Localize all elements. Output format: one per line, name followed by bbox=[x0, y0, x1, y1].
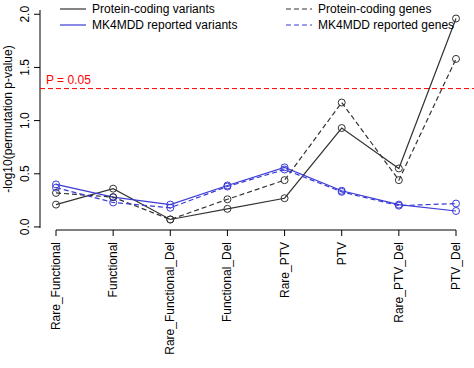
x-tick-label: PTV bbox=[335, 242, 349, 265]
series-point bbox=[110, 199, 117, 206]
series-point bbox=[395, 177, 402, 184]
series-point bbox=[338, 188, 345, 195]
series-point bbox=[167, 216, 174, 223]
legend-swatch bbox=[60, 24, 86, 25]
y-tick bbox=[34, 120, 40, 121]
reference-line bbox=[40, 88, 474, 89]
x-tick-label: PTV_Del bbox=[449, 242, 463, 290]
x-tick bbox=[341, 230, 342, 236]
x-tick-label: Rare_Functional bbox=[49, 242, 63, 330]
x-tick bbox=[456, 230, 457, 236]
x-tick bbox=[227, 230, 228, 236]
series-point bbox=[395, 165, 402, 172]
x-tick bbox=[113, 230, 114, 236]
x-tick-label: Functional bbox=[106, 242, 120, 297]
x-tick bbox=[398, 230, 399, 236]
x-tick-label: Rare_PTV_Del bbox=[392, 242, 406, 323]
series-point bbox=[395, 202, 402, 209]
y-axis-label: -log10(permutation p-value) bbox=[1, 45, 15, 192]
y-tick-label: 1.0 bbox=[18, 112, 32, 129]
y-tick-label: 2.0 bbox=[18, 6, 32, 23]
series-point bbox=[281, 166, 288, 173]
series-point bbox=[224, 205, 231, 212]
reference-label: P = 0.05 bbox=[46, 73, 91, 87]
series-line bbox=[56, 19, 456, 220]
x-tick-label: Rare_Functional_Del bbox=[163, 242, 177, 355]
legend: Protein-coding variants MK4MDD reported v… bbox=[60, 2, 454, 32]
series-point bbox=[281, 177, 288, 184]
x-tick-label: Functional_Del bbox=[220, 242, 234, 322]
y-axis bbox=[40, 10, 41, 228]
plot-area bbox=[40, 15, 474, 223]
y-tick bbox=[34, 14, 40, 15]
series-point bbox=[453, 207, 460, 214]
series-line bbox=[56, 170, 456, 208]
x-tick bbox=[284, 230, 285, 236]
series-point bbox=[338, 99, 345, 106]
series-point bbox=[167, 204, 174, 211]
y-tick-label: 0.0 bbox=[18, 218, 32, 235]
legend-label: Protein-coding variants bbox=[92, 2, 215, 16]
series-line bbox=[56, 59, 456, 220]
y-tick bbox=[34, 226, 40, 227]
chart: 0.0 0.5 1.0 1.5 2.0 -log10(permutation p-valu… bbox=[0, 0, 474, 368]
series-point bbox=[224, 183, 231, 190]
legend-label: MK4MDD reported variants bbox=[92, 18, 237, 32]
series-point bbox=[167, 216, 174, 223]
series-point bbox=[281, 195, 288, 202]
legend-label: Protein-coding genes bbox=[318, 2, 431, 16]
x-tick bbox=[56, 230, 57, 236]
legend-label: MK4MDD reported genes bbox=[318, 18, 454, 32]
x-tick bbox=[170, 230, 171, 236]
series-point bbox=[110, 185, 117, 192]
series-point bbox=[453, 55, 460, 62]
legend-swatch bbox=[60, 8, 86, 9]
y-tick bbox=[34, 67, 40, 68]
series-point bbox=[224, 196, 231, 203]
y-tick-label: 1.5 bbox=[18, 59, 32, 76]
series-point bbox=[53, 184, 60, 191]
series-point bbox=[453, 200, 460, 207]
y-tick bbox=[34, 173, 40, 174]
series-point bbox=[338, 125, 345, 132]
legend-swatch bbox=[286, 24, 312, 25]
y-tick-label: 0.5 bbox=[18, 165, 32, 182]
series-point bbox=[53, 201, 60, 208]
legend-swatch bbox=[286, 8, 312, 9]
x-axis bbox=[56, 230, 456, 231]
x-tick-label: Rare_PTV bbox=[278, 242, 292, 298]
